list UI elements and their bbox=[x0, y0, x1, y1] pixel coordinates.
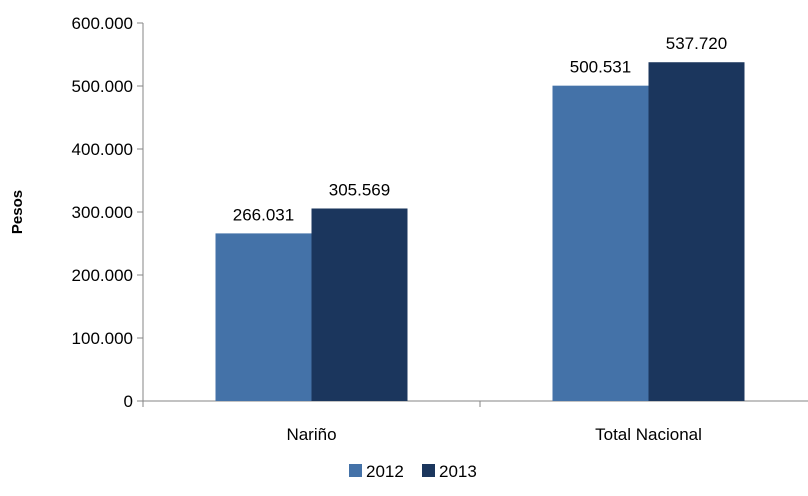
y-tick-label: 100.000 bbox=[72, 329, 133, 348]
data-label: 537.720 bbox=[666, 34, 727, 53]
bar-2013-0 bbox=[311, 208, 408, 401]
y-tick-label: 400.000 bbox=[72, 140, 133, 159]
y-axis-title: Pesos bbox=[9, 190, 26, 234]
y-tick-label: 600.000 bbox=[72, 14, 133, 33]
legend-label: 2013 bbox=[439, 462, 477, 481]
bar-2013-1 bbox=[648, 62, 745, 402]
legend-swatch-2012 bbox=[349, 464, 362, 477]
y-tick-label: 200.000 bbox=[72, 266, 133, 285]
data-label: 266.031 bbox=[233, 205, 294, 224]
bars bbox=[215, 62, 745, 402]
data-labels: 266.031 305.569 500.531 537.720 bbox=[233, 34, 727, 224]
x-axis: Nariño Total Nacional bbox=[142, 400, 808, 444]
data-label: 500.531 bbox=[570, 58, 631, 77]
y-tick-label: 0 bbox=[124, 392, 133, 411]
y-tick-label: 300.000 bbox=[72, 203, 133, 222]
x-category-label: Nariño bbox=[286, 425, 336, 444]
legend: 2012 2013 bbox=[349, 462, 477, 481]
legend-label: 2012 bbox=[366, 462, 404, 481]
y-axis: 0 100.000 200.000 300.000 400.000 500.000 600.… bbox=[72, 14, 144, 411]
y-tick-label: 500.000 bbox=[72, 77, 133, 96]
data-label: 305.569 bbox=[329, 180, 390, 199]
bar-2012-1 bbox=[552, 85, 649, 401]
legend-swatch-2013 bbox=[422, 464, 435, 477]
x-category-label: Total Nacional bbox=[595, 425, 702, 444]
bar-2012-0 bbox=[215, 233, 312, 401]
